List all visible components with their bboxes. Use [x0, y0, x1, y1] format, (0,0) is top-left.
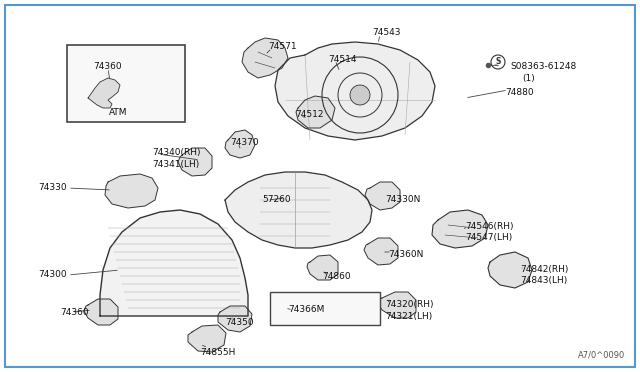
Text: A7/0^0090: A7/0^0090	[578, 351, 625, 360]
Text: 74321(LH): 74321(LH)	[385, 312, 432, 321]
Bar	[67, 45, 185, 122]
Text: (1): (1)	[522, 74, 535, 83]
Polygon shape	[432, 210, 488, 248]
Text: 74360N: 74360N	[388, 250, 424, 259]
Polygon shape	[100, 210, 248, 316]
Polygon shape	[307, 255, 338, 280]
Bar	[270, 292, 380, 325]
Text: 74341(LH): 74341(LH)	[152, 160, 199, 169]
Text: 74860: 74860	[322, 272, 351, 281]
Polygon shape	[364, 238, 398, 265]
Circle shape	[350, 85, 370, 105]
Text: 74514: 74514	[328, 55, 356, 64]
Polygon shape	[188, 325, 226, 352]
Text: 74571: 74571	[268, 42, 296, 51]
Polygon shape	[275, 42, 435, 140]
Text: 74842(RH): 74842(RH)	[520, 265, 568, 274]
Polygon shape	[178, 148, 212, 176]
Polygon shape	[88, 78, 120, 108]
Text: 74547(LH): 74547(LH)	[465, 233, 512, 242]
Text: 74546(RH): 74546(RH)	[465, 222, 513, 231]
Text: 74855H: 74855H	[200, 348, 236, 357]
Text: 74512: 74512	[295, 110, 323, 119]
Text: 74340(RH): 74340(RH)	[152, 148, 200, 157]
Text: 74300: 74300	[38, 270, 67, 279]
Text: S08363-61248: S08363-61248	[510, 62, 576, 71]
Text: 74880: 74880	[505, 88, 534, 97]
Text: S: S	[495, 58, 500, 67]
Text: 74350: 74350	[225, 318, 253, 327]
Text: ATM: ATM	[109, 108, 127, 117]
Polygon shape	[225, 172, 372, 248]
Polygon shape	[242, 38, 288, 78]
Text: 74366M: 74366M	[288, 305, 324, 314]
Polygon shape	[218, 306, 252, 332]
Text: 57260: 57260	[262, 195, 291, 204]
Polygon shape	[378, 292, 416, 318]
Polygon shape	[365, 182, 400, 210]
Polygon shape	[488, 252, 532, 288]
Text: 74360: 74360	[60, 308, 88, 317]
Text: 74330N: 74330N	[385, 195, 420, 204]
Polygon shape	[225, 130, 255, 158]
Text: 74543: 74543	[372, 28, 401, 37]
Text: 74360: 74360	[93, 62, 122, 71]
Polygon shape	[105, 174, 158, 208]
Polygon shape	[296, 96, 335, 128]
Polygon shape	[84, 299, 118, 325]
Text: 74330: 74330	[38, 183, 67, 192]
Text: 74370: 74370	[230, 138, 259, 147]
Text: 74320(RH): 74320(RH)	[385, 300, 433, 309]
Text: 74843(LH): 74843(LH)	[520, 276, 567, 285]
